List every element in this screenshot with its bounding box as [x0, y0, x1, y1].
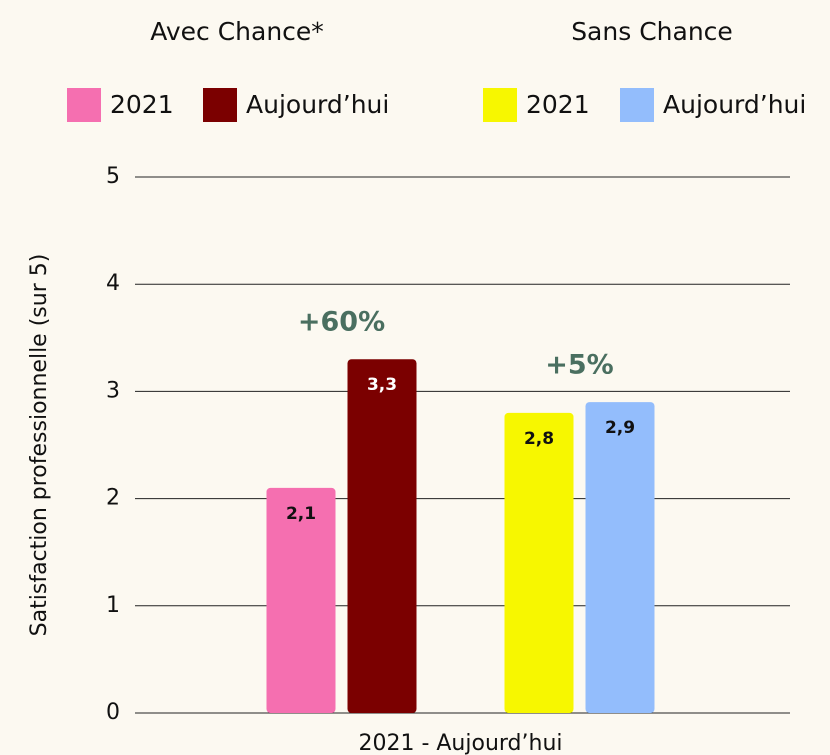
legend-label: 2021 [110, 90, 174, 119]
legend-swatch [203, 88, 237, 122]
value-label: 3,3 [367, 375, 397, 395]
annotation: +5% [545, 350, 613, 381]
bar [504, 412, 574, 713]
legend-label: Aujourd’hui [246, 90, 389, 119]
legend-swatch [483, 88, 517, 122]
legend-group-title: Sans Chance [571, 17, 733, 46]
bar [585, 402, 655, 713]
value-label: 2,9 [605, 418, 635, 438]
y-tick-label: 0 [106, 700, 120, 725]
value-label: 2,8 [524, 429, 554, 449]
bar [347, 359, 417, 713]
y-axis-label: Satisfaction professionnelle (sur 5) [27, 254, 52, 637]
legend-group-title: Avec Chance* [150, 17, 324, 46]
y-tick-label: 2 [106, 486, 120, 511]
legend-label: Aujourd’hui [663, 90, 806, 119]
bar [266, 487, 336, 713]
y-tick-label: 4 [106, 271, 120, 296]
x-tick-label: 2021 - Aujourd’hui [358, 731, 562, 755]
legend-swatch [67, 88, 101, 122]
annotation: +60% [298, 307, 385, 338]
legend-swatch [620, 88, 654, 122]
y-tick-label: 1 [106, 593, 120, 618]
value-label: 2,1 [286, 504, 316, 524]
legend-label: 2021 [526, 90, 590, 119]
y-tick-label: 5 [106, 164, 120, 189]
y-tick-label: 3 [106, 378, 120, 403]
